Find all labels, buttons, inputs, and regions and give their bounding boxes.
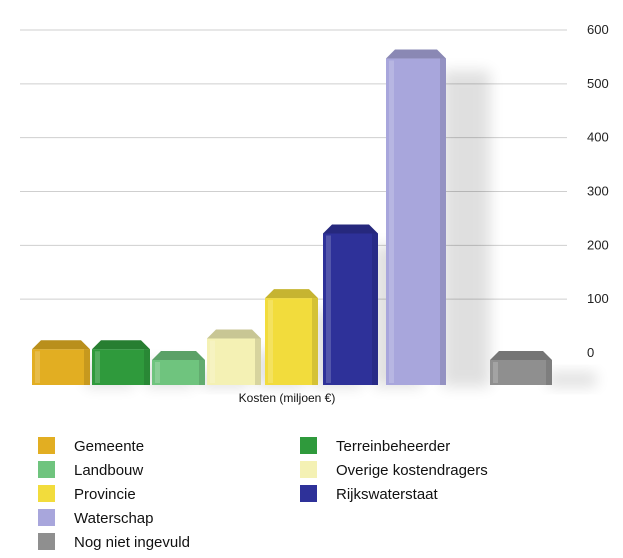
bar <box>386 49 446 386</box>
bar-highlight <box>155 362 160 383</box>
legend: Gemeente Terreinbeheerder Landbouw Overige … <box>38 437 488 551</box>
bar-side <box>84 349 90 385</box>
y-tick-label: 100 <box>587 291 609 306</box>
legend-label: Provincie <box>74 486 136 503</box>
bar-front <box>386 58 446 386</box>
legend-item: Waterschap <box>38 509 153 527</box>
bar-top <box>152 351 205 360</box>
bar-front <box>32 349 90 385</box>
legend-swatch <box>38 437 55 454</box>
bar <box>152 351 205 385</box>
bar-top <box>265 289 318 299</box>
bar-side <box>546 360 552 385</box>
legend-label: Waterschap <box>74 510 153 527</box>
legend-item: Rijkswaterstaat <box>300 485 439 503</box>
bars <box>32 49 552 386</box>
bar-top <box>490 351 552 360</box>
bar-top <box>323 224 378 234</box>
legend-label: Gemeente <box>74 438 144 455</box>
bar <box>207 329 261 385</box>
bar-side <box>199 360 205 385</box>
bar-shadow <box>442 70 490 388</box>
bar-highlight <box>268 300 273 383</box>
bar-highlight <box>95 351 100 383</box>
legend-label: Nog niet ingevuld <box>74 534 190 551</box>
bar-front <box>152 360 205 385</box>
legend-label: Landbouw <box>74 462 143 479</box>
bar <box>265 289 318 385</box>
bar-highlight <box>389 60 394 384</box>
y-tick-label: 200 <box>587 237 609 252</box>
legend-item: Provincie <box>38 485 136 503</box>
legend-swatch <box>38 533 55 550</box>
y-tick-label: 400 <box>587 130 609 145</box>
legend-label: Terreinbeheerder <box>336 438 450 455</box>
legend-item: Overige kostendragers <box>300 461 488 479</box>
bar <box>32 340 90 385</box>
y-tick-label: 300 <box>587 184 609 199</box>
bar-shadow <box>548 372 596 387</box>
legend-item: Nog niet ingevuld <box>38 533 190 551</box>
legend-item: Landbouw <box>38 461 143 479</box>
bar-front <box>207 338 261 385</box>
bar-front <box>323 233 378 385</box>
x-axis-label: Kosten (miljoen €) <box>239 391 336 405</box>
bar-side <box>440 58 446 386</box>
bar-highlight <box>493 362 498 383</box>
legend-swatch <box>38 461 55 478</box>
bar-top <box>386 49 446 59</box>
legend-item: Terreinbeheerder <box>300 437 450 455</box>
y-axis-ticks: 0 100 200 300 400 500 600 <box>587 22 609 360</box>
legend-swatch <box>300 437 317 454</box>
bar <box>323 224 378 385</box>
bar <box>92 340 150 385</box>
y-tick-label: 600 <box>587 22 609 37</box>
bar <box>490 351 552 385</box>
bar-side <box>144 349 150 385</box>
bar-side <box>255 338 261 385</box>
bar-front <box>265 298 318 385</box>
bar-highlight <box>210 340 215 383</box>
legend-swatch <box>38 509 55 526</box>
bar-front <box>92 349 150 385</box>
bar-side <box>372 233 378 385</box>
bar-top <box>92 340 150 350</box>
y-tick-label: 0 <box>587 345 594 360</box>
bar-highlight <box>326 235 331 383</box>
legend-swatch <box>38 485 55 502</box>
bar-front <box>490 360 552 385</box>
legend-swatch <box>300 461 317 478</box>
bar-top <box>32 340 90 350</box>
bar-highlight <box>35 351 40 383</box>
bar-top <box>207 329 261 339</box>
bar-side <box>312 298 318 385</box>
legend-label: Rijkswaterstaat <box>336 486 439 503</box>
legend-item: Gemeente <box>38 437 144 455</box>
legend-swatch <box>300 485 317 502</box>
legend-label: Overige kostendragers <box>336 462 488 479</box>
y-tick-label: 500 <box>587 76 609 91</box>
